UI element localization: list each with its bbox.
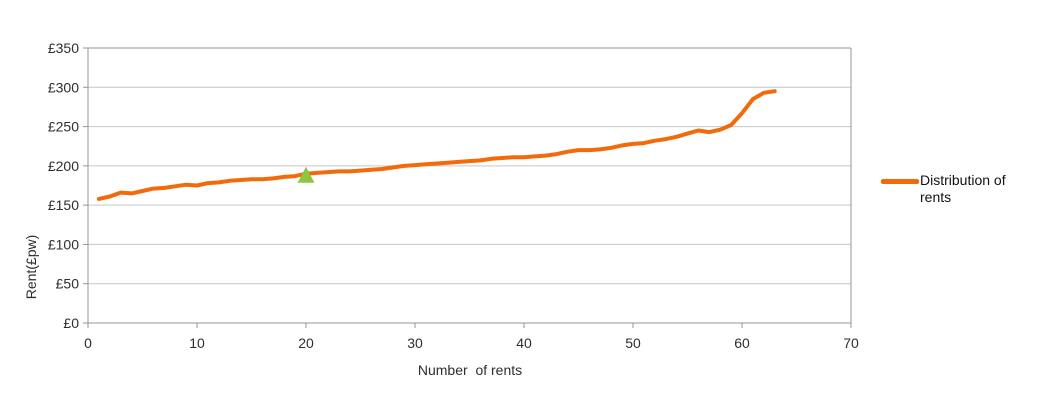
x-tick-label: 60 <box>734 335 750 351</box>
x-tick-label: 0 <box>84 335 92 351</box>
y-tick-label: £100 <box>48 236 79 252</box>
legend-label: Distribution of rents <box>920 172 1006 205</box>
rents-distribution-line <box>96 89 777 201</box>
y-tick-label: £200 <box>48 158 79 174</box>
y-tick-label: £300 <box>48 79 79 95</box>
x-axis-title: Number of rents <box>417 362 523 378</box>
x-tick-label: 40 <box>516 335 532 351</box>
y-tick-label: £150 <box>48 197 79 213</box>
legend-line-swatch <box>881 179 919 184</box>
legend: Distribution of rents <box>881 172 1006 206</box>
y-tick-label: £50 <box>56 276 80 292</box>
x-tick-label: 50 <box>625 335 641 351</box>
x-tick-label: 30 <box>407 335 423 351</box>
highlight-triangle-marker <box>297 166 315 183</box>
y-tick-label: £350 <box>48 40 79 56</box>
x-tick-label: 10 <box>189 335 205 351</box>
y-tick-label: £250 <box>48 119 79 135</box>
x-tick-label: 70 <box>843 335 859 351</box>
y-axis-title: Rent(£pw) <box>23 234 39 300</box>
y-tick-label: £0 <box>63 315 79 331</box>
x-tick-label: 20 <box>298 335 314 351</box>
